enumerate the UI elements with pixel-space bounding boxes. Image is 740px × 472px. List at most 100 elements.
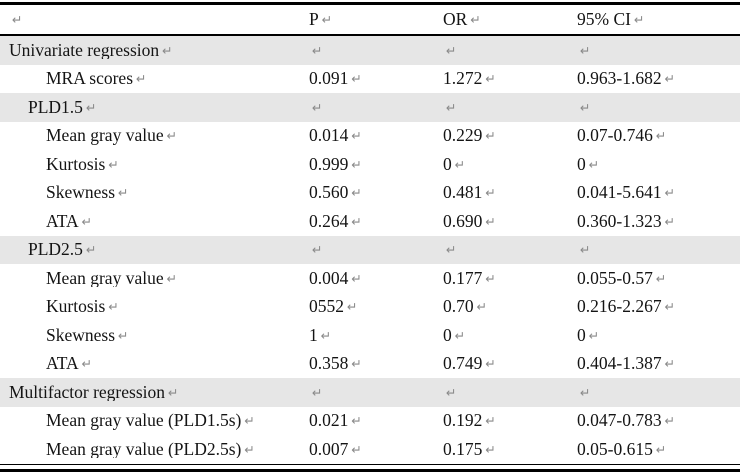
return-mark-icon: ↵ [664, 185, 676, 200]
row-label: Mean gray value (PLD1.5s) [46, 412, 242, 430]
return-mark-icon: ↵ [476, 299, 488, 314]
or-value-cell: 0.192 ↵ [438, 412, 572, 430]
return-mark-icon: ↵ [580, 99, 591, 115]
p-value-cell: ↵ [304, 384, 438, 402]
section-row: PLD2.5 ↵ ↵ ↵ ↵ [0, 235, 740, 264]
or-value-cell: 1.272 ↵ [438, 70, 572, 88]
row-label-cell: PLD2.5 ↵ [0, 241, 304, 259]
row-label: ATA [46, 355, 79, 373]
row-label-cell: ATA ↵ [0, 213, 304, 231]
ci-value: 0.05-0.615 [577, 440, 653, 458]
return-mark-icon: ↵ [351, 185, 362, 200]
return-mark-icon: ↵ [351, 441, 362, 457]
or-value-cell: 0 ↵ [438, 327, 572, 345]
row-label: Mean gray value (PLD2.5s) [46, 440, 242, 458]
ci-value-cell: 0.963-1.682 ↵ [572, 70, 740, 88]
return-mark-icon: ↵ [485, 356, 496, 371]
data-row: ATA ↵ 0.358 ↵ 0.749 ↵ 0.404-1.387 ↵ [0, 350, 740, 379]
return-mark-icon: ↵ [312, 99, 323, 115]
return-mark-icon: ↵ [580, 242, 591, 257]
return-mark-icon: ↵ [312, 242, 323, 257]
row-label: Skewness [46, 326, 116, 344]
section-row: Univariate regression ↵ ↵ ↵ ↵ [0, 36, 740, 65]
row-label: Multifactor regression [9, 383, 165, 401]
p-value-cell: 1 ↵ [304, 327, 438, 345]
return-mark-icon: ↵ [485, 441, 496, 457]
return-mark-icon: ↵ [136, 71, 147, 86]
row-label-cell: Skewness ↵ [0, 184, 304, 202]
return-mark-icon: ↵ [580, 384, 591, 400]
p-value: 0.091 [309, 70, 349, 88]
return-mark-icon: ↵ [485, 213, 496, 229]
ci-value: 0.041-5.641 [577, 184, 662, 202]
p-value-cell: ↵ [304, 99, 438, 117]
header-cell-or: OR ↵ [438, 11, 572, 29]
return-mark-icon: ↵ [351, 156, 362, 172]
p-value-cell: 0552 ↵ [304, 298, 438, 316]
or-value-cell: ↵ [438, 384, 572, 402]
section-row: PLD1.5 ↵ ↵ ↵ ↵ [0, 93, 740, 122]
row-label: Mean gray value [46, 127, 164, 145]
or-value-cell: 0.229 ↵ [438, 127, 572, 145]
return-mark-icon: ↵ [588, 156, 600, 172]
data-row: Skewness ↵ 0.560 ↵ 0.481 ↵ 0.041-5.641 ↵ [0, 179, 740, 208]
row-label: PLD1.5 [28, 98, 83, 116]
data-row: Kurtosis ↵ 0.999 ↵ 0 ↵ 0 ↵ [0, 150, 740, 179]
return-mark-icon: ↵ [446, 42, 457, 58]
row-label: Skewness [46, 184, 116, 202]
return-mark-icon: ↵ [454, 327, 466, 343]
return-mark-icon: ↵ [470, 11, 481, 27]
return-mark-icon: ↵ [168, 384, 179, 400]
p-value: 0.014 [309, 127, 349, 145]
p-value: 0.264 [309, 212, 349, 230]
p-value-cell: 0.091 ↵ [304, 70, 438, 88]
ci-value-cell: ↵ [572, 99, 740, 117]
p-value: 0.004 [309, 269, 349, 287]
section-row: Multifactor regression ↵ ↵ ↵ ↵ [0, 378, 740, 407]
return-mark-icon: ↵ [118, 185, 129, 200]
table-bottom-border [0, 469, 740, 472]
p-value-cell: 0.004 ↵ [304, 270, 438, 288]
return-mark-icon: ↵ [446, 242, 457, 257]
or-value-cell: 0.177 ↵ [438, 270, 572, 288]
p-value: 0.999 [309, 155, 349, 173]
return-mark-icon: ↵ [485, 128, 496, 143]
ci-value: 0.047-0.783 [577, 412, 662, 430]
return-mark-icon: ↵ [664, 213, 676, 229]
column-label-or: OR [443, 10, 468, 29]
or-value: 0 [443, 326, 452, 344]
return-mark-icon: ↵ [485, 270, 496, 286]
return-mark-icon: ↵ [664, 413, 676, 428]
p-value-cell: ↵ [304, 42, 438, 60]
return-mark-icon: ↵ [166, 270, 178, 286]
return-mark-icon: ↵ [351, 213, 362, 229]
data-row: Skewness ↵ 1 ↵ 0 ↵ 0 ↵ [0, 321, 740, 350]
return-mark-icon: ↵ [351, 413, 362, 428]
row-label: ATA [46, 212, 79, 230]
bottom-border-gap [0, 465, 740, 469]
ci-value-cell: 0.404-1.387 ↵ [572, 355, 740, 373]
ci-value: 0 [577, 155, 586, 173]
or-value-cell: 0.70 ↵ [438, 298, 572, 316]
return-mark-icon: ↵ [485, 413, 496, 428]
data-row: Mean gray value (PLD1.5s) ↵ 0.021 ↵ 0.192 ↵ 0.… [0, 407, 740, 436]
return-mark-icon: ↵ [166, 128, 178, 143]
ci-value-cell: 0.05-0.615 ↵ [572, 441, 740, 459]
or-value: 0.481 [443, 184, 483, 202]
return-mark-icon: ↵ [244, 413, 255, 428]
p-value-cell: 0.014 ↵ [304, 127, 438, 145]
p-value-cell: 0.264 ↵ [304, 213, 438, 231]
return-mark-icon: ↵ [108, 299, 119, 314]
ci-value: 0.963-1.682 [577, 70, 662, 88]
return-mark-icon: ↵ [485, 71, 496, 86]
row-label: MRA scores [46, 70, 134, 88]
table-inner-bottom-border [0, 463, 740, 465]
column-label-p: P [309, 10, 319, 29]
or-value: 0.749 [443, 355, 483, 373]
return-mark-icon: ↵ [351, 71, 362, 86]
return-mark-icon: ↵ [580, 42, 591, 58]
row-label-cell: Kurtosis ↵ [0, 156, 304, 174]
row-label: Kurtosis [46, 155, 106, 173]
data-row: MRA scores ↵ 0.091 ↵ 1.272 ↵ 0.963-1.682 ↵ [0, 65, 740, 94]
row-label: Kurtosis [46, 298, 106, 316]
